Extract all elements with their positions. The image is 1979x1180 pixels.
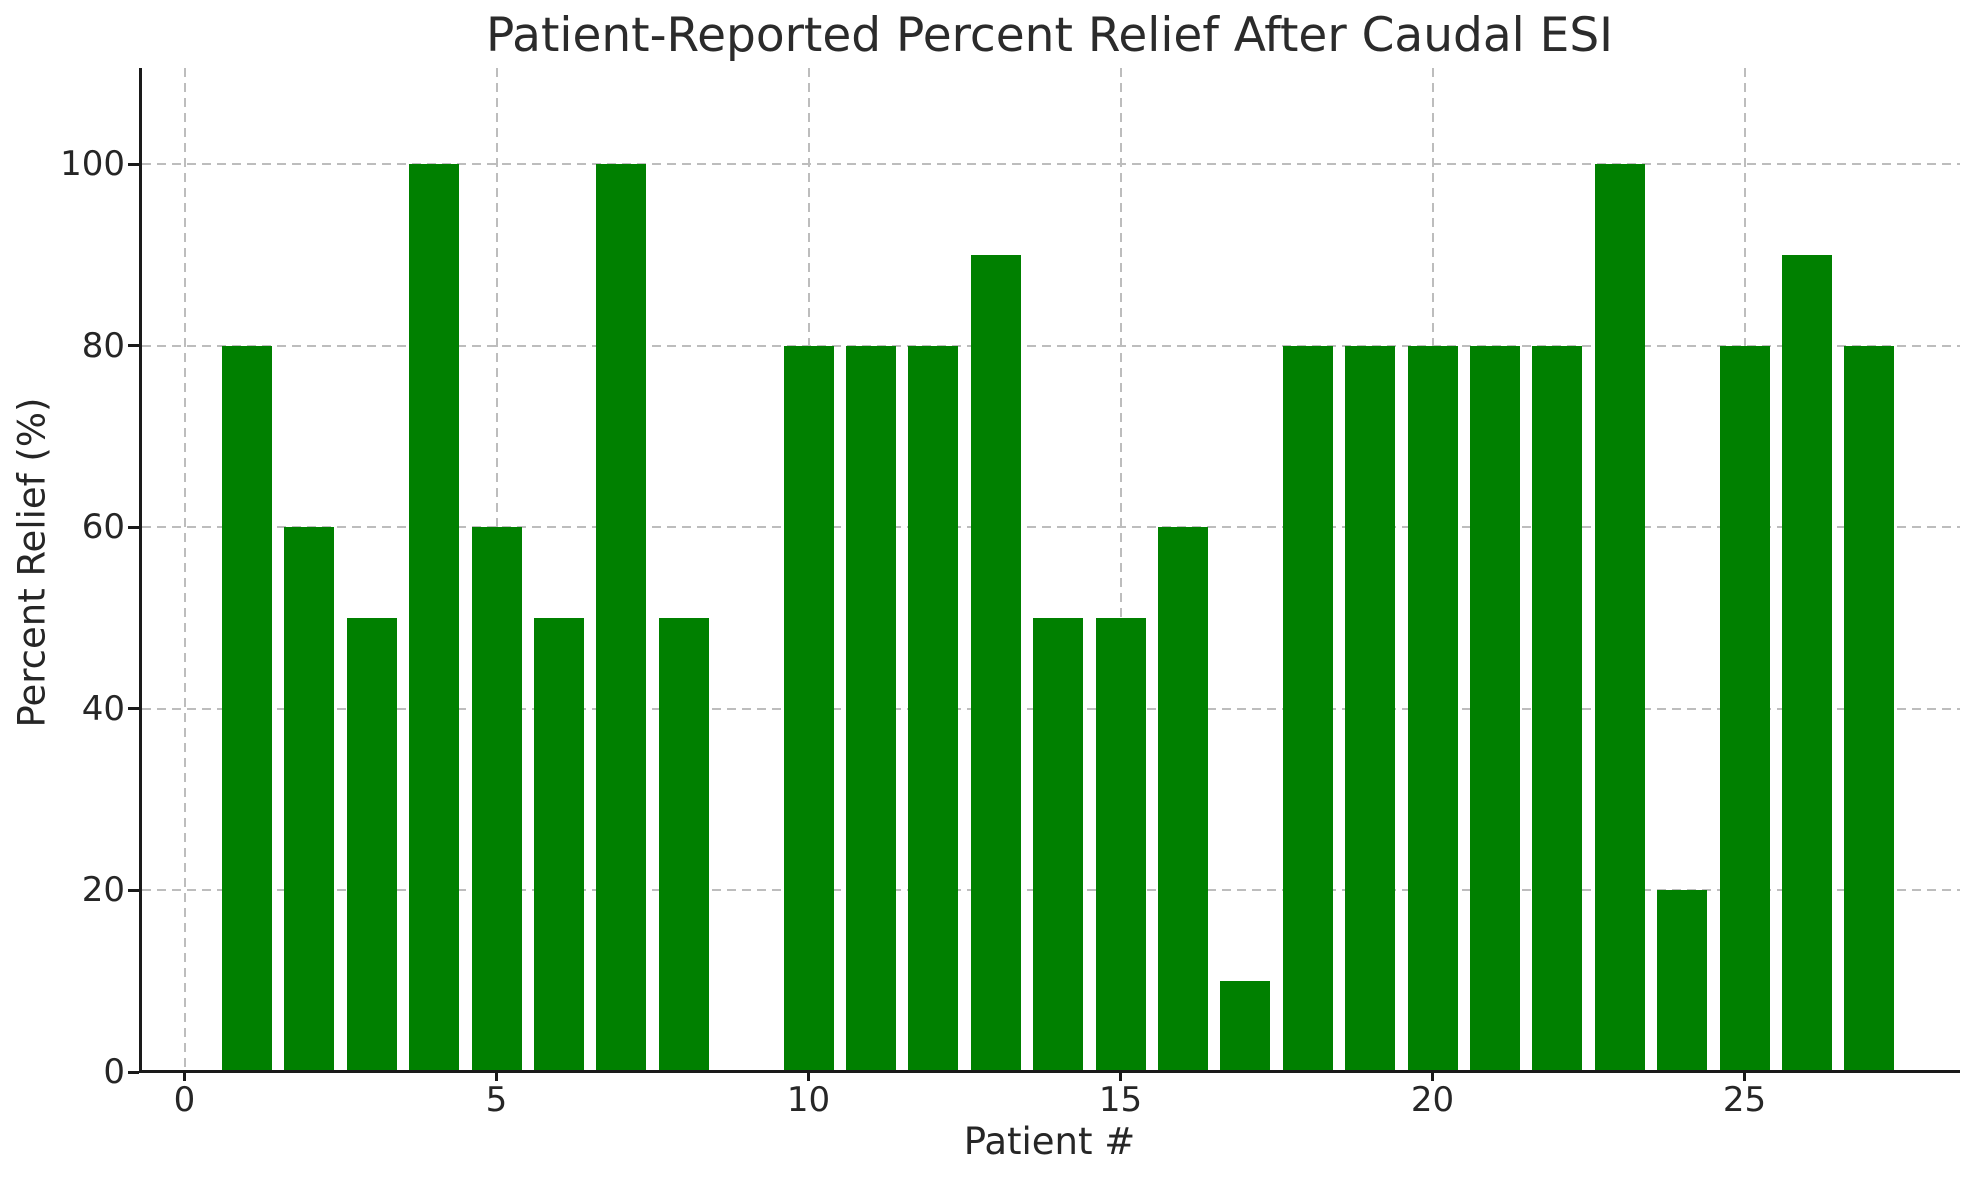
bar-patient-23 [1594, 164, 1645, 1072]
gridline-y-60 [142, 526, 1960, 529]
y-tick-80 [128, 344, 139, 348]
x-tick-15 [1119, 1073, 1122, 1081]
x-tick-label-5: 5 [485, 1080, 508, 1120]
bar-patient-20 [1407, 345, 1458, 1072]
bar-patient-4 [409, 164, 460, 1072]
y-tick-20 [128, 888, 139, 892]
gridline-x-0 [183, 68, 186, 1070]
x-tick-label-15: 15 [1098, 1080, 1143, 1120]
gridline-y-80 [142, 344, 1960, 347]
x-tick-20 [1431, 1073, 1434, 1081]
x-tick-label-25: 25 [1722, 1080, 1767, 1120]
x-tick-label-20: 20 [1410, 1080, 1455, 1120]
bar-patient-12 [908, 345, 959, 1072]
bar-patient-24 [1657, 890, 1708, 1072]
bar-patient-13 [970, 254, 1021, 1072]
x-tick-label-0: 0 [173, 1080, 196, 1120]
x-tick-label-10: 10 [786, 1080, 831, 1120]
bar-patient-22 [1532, 345, 1583, 1072]
x-axis-spine [139, 1070, 1960, 1073]
bar-patient-27 [1844, 345, 1895, 1072]
gridline-y-100 [142, 163, 1960, 165]
y-tick-label-80: 80 [81, 325, 125, 366]
bar-patient-7 [596, 164, 647, 1072]
y-axis-spine [139, 68, 142, 1073]
y-tick-0 [128, 1070, 139, 1074]
x-tick-5 [495, 1073, 498, 1081]
x-axis-label: Patient # [963, 1120, 1136, 1163]
bar-patient-10 [783, 345, 834, 1072]
x-tick-25 [1743, 1073, 1746, 1081]
x-tick-0 [183, 1073, 186, 1081]
bar-patient-18 [1282, 345, 1333, 1072]
bar-patient-26 [1781, 254, 1832, 1072]
y-tick-40 [128, 707, 139, 711]
y-tick-60 [128, 525, 139, 529]
bar-patient-6 [533, 618, 584, 1072]
y-tick-label-20: 20 [81, 870, 125, 911]
bar-patient-3 [346, 618, 397, 1072]
y-tick-100 [128, 162, 139, 166]
y-tick-label-40: 40 [81, 688, 125, 729]
bar-patient-25 [1719, 345, 1770, 1072]
bar-patient-19 [1345, 345, 1396, 1072]
chart-title: Patient-Reported Percent Relief After Ca… [485, 8, 1614, 63]
bar-patient-2 [284, 527, 335, 1072]
bar-patient-8 [658, 618, 709, 1072]
y-tick-label-60: 60 [81, 507, 125, 548]
x-tick-10 [807, 1073, 810, 1081]
bar-patient-21 [1469, 345, 1520, 1072]
y-tick-label-100: 100 [60, 144, 125, 184]
bar-patient-15 [1095, 618, 1146, 1072]
y-tick-label-0: 0 [103, 1052, 125, 1092]
bar-patient-14 [1033, 618, 1084, 1072]
gridline-x-15 [1119, 68, 1122, 1070]
bar-patient-5 [471, 527, 522, 1072]
bar-patient-16 [1157, 527, 1208, 1072]
bar-patient-1 [221, 345, 272, 1072]
bar-patient-11 [845, 345, 896, 1072]
bar-patient-17 [1220, 981, 1271, 1072]
